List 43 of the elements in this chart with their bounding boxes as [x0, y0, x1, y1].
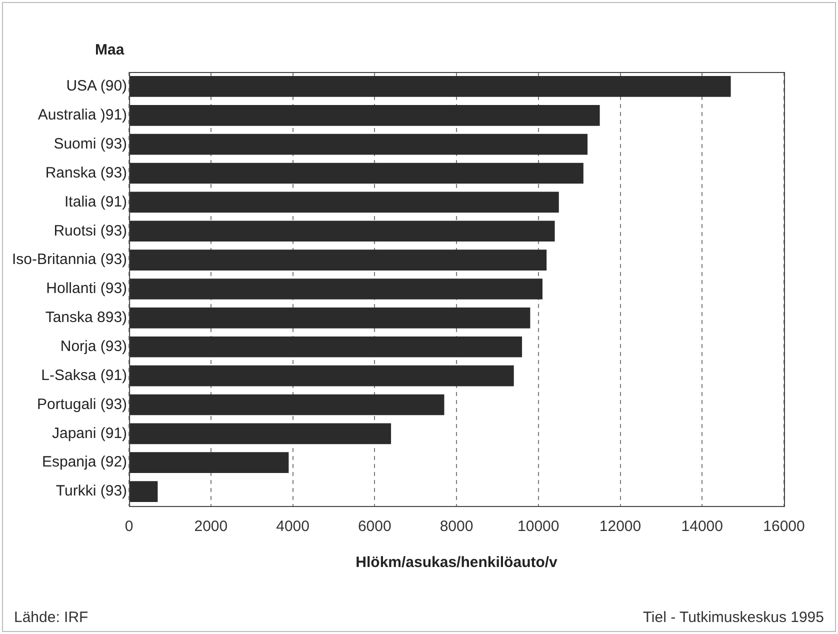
x-tick-label: 4000 [276, 518, 310, 536]
y-tick-label: USA (90) [66, 78, 128, 95]
y-tick-label: Iso-Britannia (93) [12, 251, 128, 268]
bar [130, 76, 731, 97]
bar [130, 104, 600, 126]
bar [130, 308, 530, 328]
bar [130, 394, 444, 416]
bar [130, 481, 158, 502]
x-tick-label: 14000 [681, 518, 723, 536]
x-tick-label: 10000 [518, 518, 560, 536]
x-tick-label: 16000 [763, 518, 805, 536]
bar [130, 250, 547, 270]
x-axis-title: Hlökm/asukas/henkilöauto/v [356, 554, 558, 572]
bar [130, 278, 542, 300]
y-tick-label: Hollanti (93) [46, 280, 128, 298]
y-tick-label: Tanska 893) [45, 309, 128, 326]
bar [130, 192, 559, 213]
x-tick-label: 8000 [440, 518, 474, 536]
y-tick-label: Espanja (92) [42, 454, 128, 471]
y-tick-label: Norja (93) [60, 338, 128, 356]
y-tick-label: Japani (91) [52, 424, 128, 442]
bar [130, 220, 555, 242]
bar [130, 365, 514, 386]
bar [130, 162, 584, 184]
x-tick-label: 6000 [358, 518, 392, 536]
bar [130, 134, 588, 155]
text: Lähde: IRF [14, 609, 88, 626]
x-tick-label: 2000 [194, 518, 228, 536]
y-tick-label: Italia (91) [64, 193, 128, 210]
text: Tiel - Tutkimuskeskus 1995 [642, 609, 824, 626]
y-axis-title: Maa [95, 42, 125, 59]
y-tick-label: Ranska (93) [45, 164, 128, 182]
y-tick-label: L-Saksa (91) [41, 366, 128, 384]
x-tick-label: 12000 [599, 518, 642, 536]
y-tick-label: Portugali (93) [37, 396, 128, 413]
bar [130, 452, 289, 474]
bar [130, 336, 522, 358]
y-tick-label: Ruotsi (93) [54, 222, 128, 240]
x-tick-label: 0 [124, 518, 134, 536]
y-tick-label: Suomi (93) [54, 135, 128, 152]
bar [130, 423, 392, 444]
y-tick-label: Australia )91) [38, 106, 128, 124]
y-tick-label: Turkki (93) [56, 482, 128, 500]
